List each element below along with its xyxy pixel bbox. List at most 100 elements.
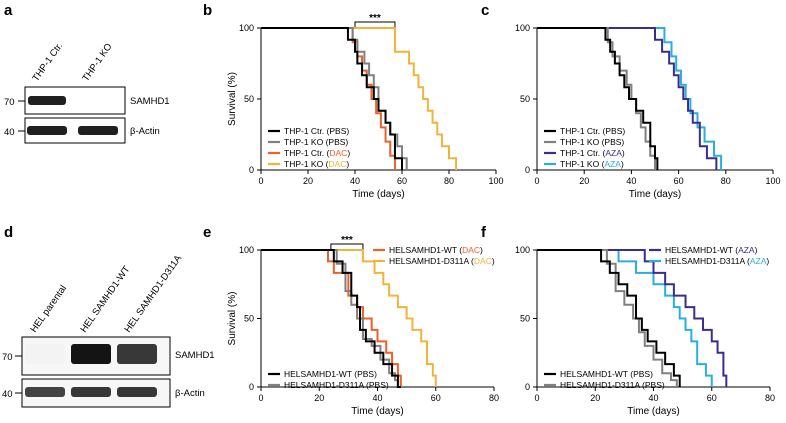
legend-entry: HELSAMHD1-D311A (DAC) [389, 256, 495, 266]
blot-d-band-samhd1 [71, 344, 111, 364]
x-tick-label: 80 [489, 393, 499, 403]
y-tick-label: 0 [525, 382, 530, 392]
survival-curve-thp-1-ctr--pbs [537, 27, 659, 170]
blot-d-marker: 70 [2, 352, 13, 363]
blot-d-band-samhd1 [117, 344, 157, 364]
survival-curve-helsamhd1-d311a-dac [261, 249, 437, 387]
legend-entry: THP-1 KO (PBS) [560, 137, 624, 147]
blot-d-marker: 40 [2, 389, 13, 400]
survival-curve-thp-1-ko-dac [261, 27, 458, 170]
western-blot-a: THP-1 Ctr. THP-1 KO 70 SAMHD1 40 β-Actin [4, 41, 170, 144]
y-axis-label: Survival (%) [227, 72, 238, 126]
y-tick-label: 50 [520, 94, 530, 104]
survival-curve-thp-1-ko-pbs [261, 27, 408, 170]
survival-curve-helsamhd1-wt-aza [537, 249, 728, 387]
blot-a-lane-label: THP-1 Ctr. [30, 41, 65, 84]
legend-entry: THP-1 Ctr. (PBS) [560, 126, 625, 136]
blot-d-band-samhd1 [25, 344, 65, 364]
survival-curve-helsamhd1-d311a-pbs [537, 249, 678, 387]
x-tick-label: 60 [397, 176, 407, 186]
legend-entry: HELSAMHD1-D311A (PBS) [284, 380, 389, 390]
blot-a-marker: 40 [4, 127, 15, 138]
y-tick-label: 100 [515, 245, 530, 255]
x-tick-label: 60 [431, 393, 441, 403]
blot-d-lane-label: HEL parental [28, 283, 69, 334]
blot-a-band-actin [27, 126, 67, 135]
legend-entry: THP-1 KO (DAC) [284, 159, 349, 169]
survival-curve-thp-1-ctr--aza [537, 27, 718, 170]
legend-entry: THP-1 Ctr. (AZA) [560, 148, 625, 158]
x-tick-label: 100 [765, 176, 780, 186]
y-tick-label: 50 [244, 314, 254, 324]
x-tick-label: 80 [765, 393, 775, 403]
blot-a-lane-label: THP-1 KO [80, 42, 114, 84]
survival-chart-f: 0 20 40 60 80 0 50 100 Time (days) HELSAMHD1-WT (… [515, 245, 775, 417]
y-tick-label: 50 [244, 94, 254, 104]
y-tick-label: 50 [520, 314, 530, 324]
blot-d-lane-label: HEL SAMHD1-D311A [122, 253, 184, 335]
panel-label-d: d [4, 224, 13, 241]
survival-chart-e: 0 20 40 60 80 0 50 100 Time (days) Survival (%) **… [227, 235, 499, 417]
blot-a-band-samhd1 [28, 96, 66, 105]
blot-a-band-actin [78, 126, 118, 135]
legend-entry: THP-1 Ctr. (DAC) [284, 148, 350, 158]
legend-entry: HELSAMHD1-D311A (AZA) [665, 256, 769, 266]
panel-label-e: e [203, 224, 211, 241]
panel-label-a: a [4, 2, 13, 19]
y-axis-label: Survival (%) [227, 292, 238, 346]
x-tick-label: 100 [488, 176, 503, 186]
survival-chart-b: 0 20 40 60 80 100 0 50 100 Time (days) Survival (%… [227, 13, 504, 200]
x-tick-label: 40 [648, 393, 658, 403]
x-tick-label: 80 [444, 176, 454, 186]
panel-label-f: f [481, 224, 487, 241]
x-tick-label: 0 [534, 176, 539, 186]
x-tick-label: 0 [258, 176, 263, 186]
y-tick-label: 100 [239, 23, 254, 33]
x-axis-label: Time (days) [352, 189, 404, 200]
legend-entry: HELSAMHD1-WT (AZA) [665, 245, 758, 255]
legend-entry: HELSAMHD1-WT (PBS) [560, 369, 653, 379]
y-tick-label: 0 [249, 165, 254, 175]
panel-label-c: c [481, 2, 489, 19]
y-tick-label: 100 [515, 23, 530, 33]
blot-d-band-actin [117, 387, 157, 397]
x-tick-label: 20 [579, 176, 589, 186]
legend-entry: HELSAMHD1-D311A (PBS) [560, 380, 665, 390]
legend-entry: THP-1 KO (AZA) [560, 159, 624, 169]
survival-curve-helsamhd1-wt-pbs [261, 249, 401, 388]
blot-d-band-actin [71, 387, 111, 397]
x-axis-label: Time (days) [627, 406, 679, 417]
survival-curve-helsamhd1-wt-dac [261, 249, 402, 387]
blot-a-protein-label: β-Actin [130, 126, 160, 137]
y-tick-label: 0 [525, 165, 530, 175]
x-tick-label: 20 [590, 393, 600, 403]
blot-d-protein-label: SAMHD1 [175, 350, 215, 361]
survival-curve-helsamhd1-d311a-pbs [261, 249, 399, 387]
x-tick-label: 0 [534, 393, 539, 403]
x-tick-label: 40 [372, 393, 382, 403]
significance-bracket [354, 21, 396, 27]
significance-label: *** [369, 13, 381, 24]
x-tick-label: 60 [674, 176, 684, 186]
x-tick-label: 20 [314, 393, 324, 403]
survival-chart-c: 0 20 40 60 80 100 0 50 100 Time (days) THP-1 Ctr. … [515, 23, 781, 200]
x-tick-label: 20 [303, 176, 313, 186]
blot-a-protein-label: SAMHD1 [130, 96, 170, 107]
legend-entry: THP-1 Ctr. (PBS) [284, 126, 349, 136]
y-tick-label: 100 [239, 245, 254, 255]
blot-d-band-actin [25, 387, 65, 397]
x-tick-label: 0 [258, 393, 263, 403]
legend-entry: THP-1 KO (PBS) [284, 137, 348, 147]
x-tick-label: 40 [626, 176, 636, 186]
significance-bracket [330, 243, 364, 249]
x-axis-label: Time (days) [351, 406, 403, 417]
legend-entry: HELSAMHD1-WT (PBS) [284, 369, 377, 379]
significance-label: *** [341, 235, 353, 246]
survival-curve-helsamhd1-d311a-aza [537, 249, 713, 387]
x-axis-label: Time (days) [629, 189, 681, 200]
survival-curve-thp-1-ctr--pbs [261, 27, 403, 170]
y-tick-label: 0 [249, 382, 254, 392]
panel-label-b: b [203, 2, 212, 19]
survival-curve-helsamhd1-wt-pbs [537, 249, 681, 387]
